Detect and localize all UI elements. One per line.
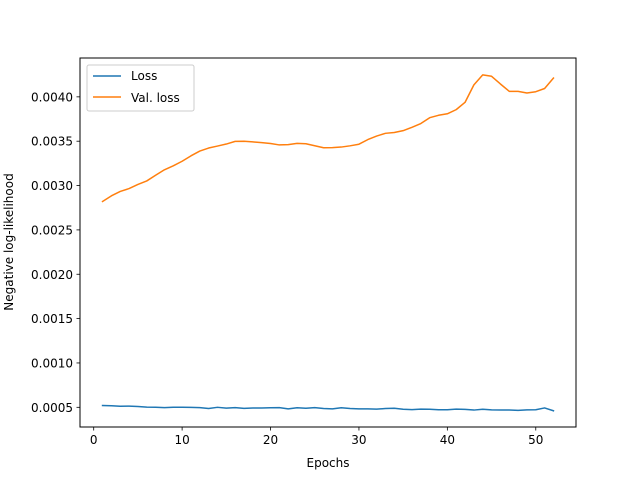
y-tick-label: 0.0015 [31, 312, 73, 326]
x-tick-label: 30 [351, 433, 366, 447]
y-tick-label: 0.0005 [31, 401, 73, 415]
y-tick-label: 0.0040 [31, 90, 73, 104]
legend-label-loss: Loss [131, 69, 157, 83]
series-line-val-loss [101, 74, 555, 203]
legend: Loss Val. loss [86, 64, 195, 112]
y-tick-label: 0.0035 [31, 135, 73, 149]
y-tick-label: 0.0025 [31, 223, 73, 237]
plot-frame [79, 57, 577, 428]
y-tick-label: 0.0020 [31, 268, 73, 282]
series-line-loss [101, 404, 555, 412]
x-tick-label: 10 [174, 433, 189, 447]
plot-area [80, 58, 576, 427]
x-tick-label: 20 [263, 433, 278, 447]
y-axis: 0.0005 0.0010 0.0015 0.0020 0.0025 0.0030 0.00… [31, 90, 80, 415]
x-tick-label: 0 [90, 433, 98, 447]
x-axis: 0 10 20 30 40 50 [90, 427, 543, 447]
y-axis-title: Negative log-likelihood [2, 173, 16, 310]
legend-label-val-loss: Val. loss [131, 91, 180, 105]
y-tick-label: 0.0030 [31, 179, 73, 193]
y-tick-label: 0.0010 [31, 356, 73, 370]
x-tick-label: 40 [440, 433, 455, 447]
x-tick-label: 50 [528, 433, 543, 447]
series-layer [101, 74, 555, 412]
x-axis-title: Epochs [307, 456, 350, 470]
